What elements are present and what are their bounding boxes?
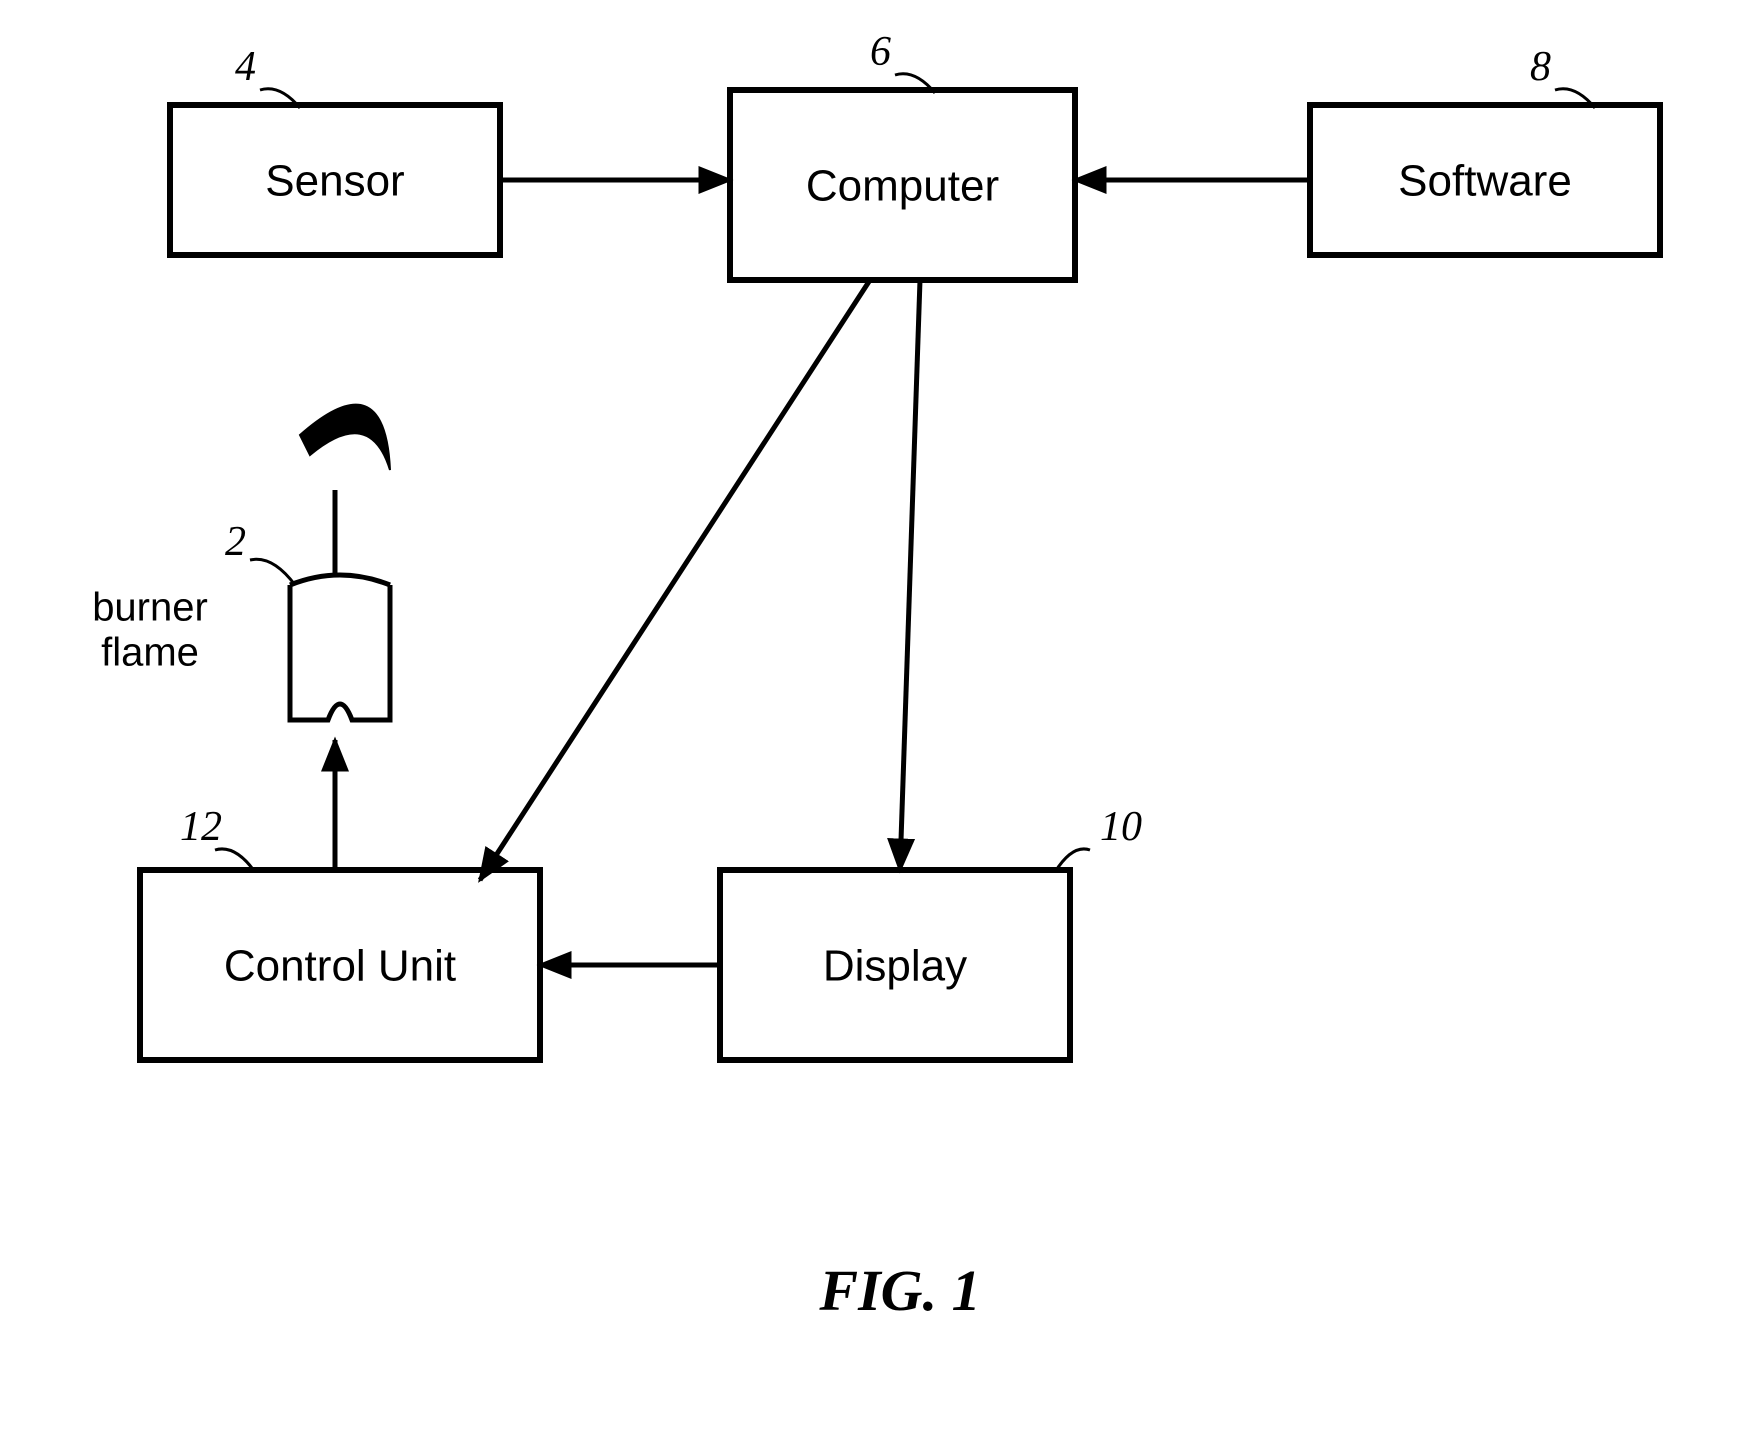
display-label: Display <box>823 942 967 991</box>
control-label: Control Unit <box>224 942 456 991</box>
burner-ref: 2 <box>225 519 246 565</box>
control-ref: 12 <box>180 804 222 850</box>
software-label: Software <box>1398 157 1572 206</box>
figure-caption: FIG. 1 <box>818 1258 980 1323</box>
burner-leader <box>250 559 295 585</box>
edge-2 <box>480 280 870 880</box>
sensor-label: Sensor <box>265 157 404 206</box>
burner-label-2: flame <box>101 631 199 675</box>
computer-node: Computer 6 <box>730 29 1075 280</box>
flame-nozzle <box>290 585 390 720</box>
burner-flame: 2 burnerflame <box>92 405 390 720</box>
sensor-ref: 4 <box>235 44 256 90</box>
flame-crescent <box>300 405 390 470</box>
flame-nozzle-top <box>290 575 390 585</box>
computer-ref: 6 <box>870 29 891 75</box>
sensor-node: Sensor 4 <box>170 44 500 255</box>
software-node: Software 8 <box>1310 44 1660 255</box>
display-node: Display 10 <box>720 804 1142 1060</box>
edge-3 <box>900 280 920 870</box>
control-node: Control Unit 12 <box>140 804 540 1060</box>
computer-label: Computer <box>806 162 999 211</box>
software-ref: 8 <box>1530 44 1551 90</box>
display-ref: 10 <box>1100 804 1142 850</box>
burner-label-1: burner <box>92 586 208 630</box>
